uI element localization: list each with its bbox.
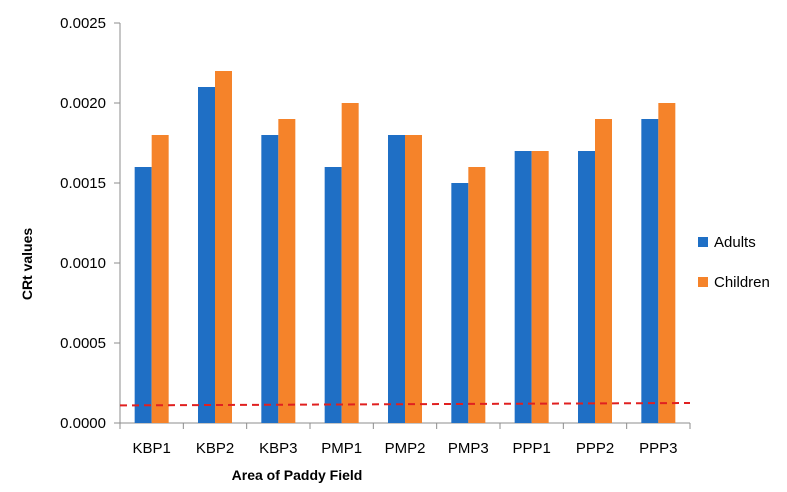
y-axis: 0.0000 0.0005 0.0010 0.0015 0.0020 0.0025 <box>60 15 121 432</box>
bar-adults-kbp3 <box>261 135 279 423</box>
y-tick-label: 0.0025 <box>60 15 106 32</box>
bar-children-pmp1 <box>341 103 359 423</box>
y-tick-label: 0.0015 <box>60 175 106 192</box>
legend-swatch-adults <box>698 237 708 247</box>
bar-children-kbp2 <box>215 71 232 423</box>
y-tick-label: 0.0005 <box>60 335 106 352</box>
y-axis-title: CRt values <box>19 228 35 301</box>
bar-adults-pmp3 <box>451 183 469 423</box>
bar-children-pmp2 <box>405 135 422 423</box>
legend-swatch-children <box>698 277 708 287</box>
x-tick-label: PPP3 <box>639 440 677 457</box>
bar-children-kbp1 <box>151 135 169 423</box>
legend-label-adults: Adults <box>714 234 756 251</box>
bar-children-kbp3 <box>278 119 296 423</box>
bar-adults-ppp3 <box>641 119 659 423</box>
bar-adults-ppp1 <box>514 151 532 423</box>
bar-adults-pmp1 <box>324 167 342 423</box>
bars <box>134 71 676 423</box>
bar-adults-kbp1 <box>134 167 152 423</box>
y-tick-label: 0.0020 <box>60 95 106 112</box>
x-tick-label: PMP2 <box>385 440 426 457</box>
bar-children-ppp3 <box>658 103 676 423</box>
x-tick-label: PMP3 <box>448 440 489 457</box>
bar-children-ppp2 <box>595 119 612 423</box>
legend-label-children: Children <box>714 274 770 291</box>
bar-adults-pmp2 <box>388 135 405 423</box>
x-tick-label: KBP3 <box>259 440 297 457</box>
x-axis: KBP1 KBP2 KBP3 PMP1 PMP2 PMP3 PPP1 PPP2 PPP3 <box>119 422 691 457</box>
x-tick-label: PPP1 <box>512 440 550 457</box>
x-tick-label: PPP2 <box>576 440 614 457</box>
y-tick-label: 0.0010 <box>60 255 106 272</box>
x-tick-label: PMP1 <box>321 440 362 457</box>
x-tick-label: KBP1 <box>132 440 170 457</box>
legend: Adults Children <box>698 234 770 291</box>
x-axis-title: Area of Paddy Field <box>232 467 363 483</box>
bar-adults-ppp2 <box>578 151 595 423</box>
bar-children-ppp1 <box>531 151 549 423</box>
x-tick-label: KBP2 <box>196 440 234 457</box>
bar-adults-kbp2 <box>198 87 215 423</box>
bar-children-pmp3 <box>468 167 486 423</box>
y-tick-label: 0.0000 <box>60 415 106 432</box>
